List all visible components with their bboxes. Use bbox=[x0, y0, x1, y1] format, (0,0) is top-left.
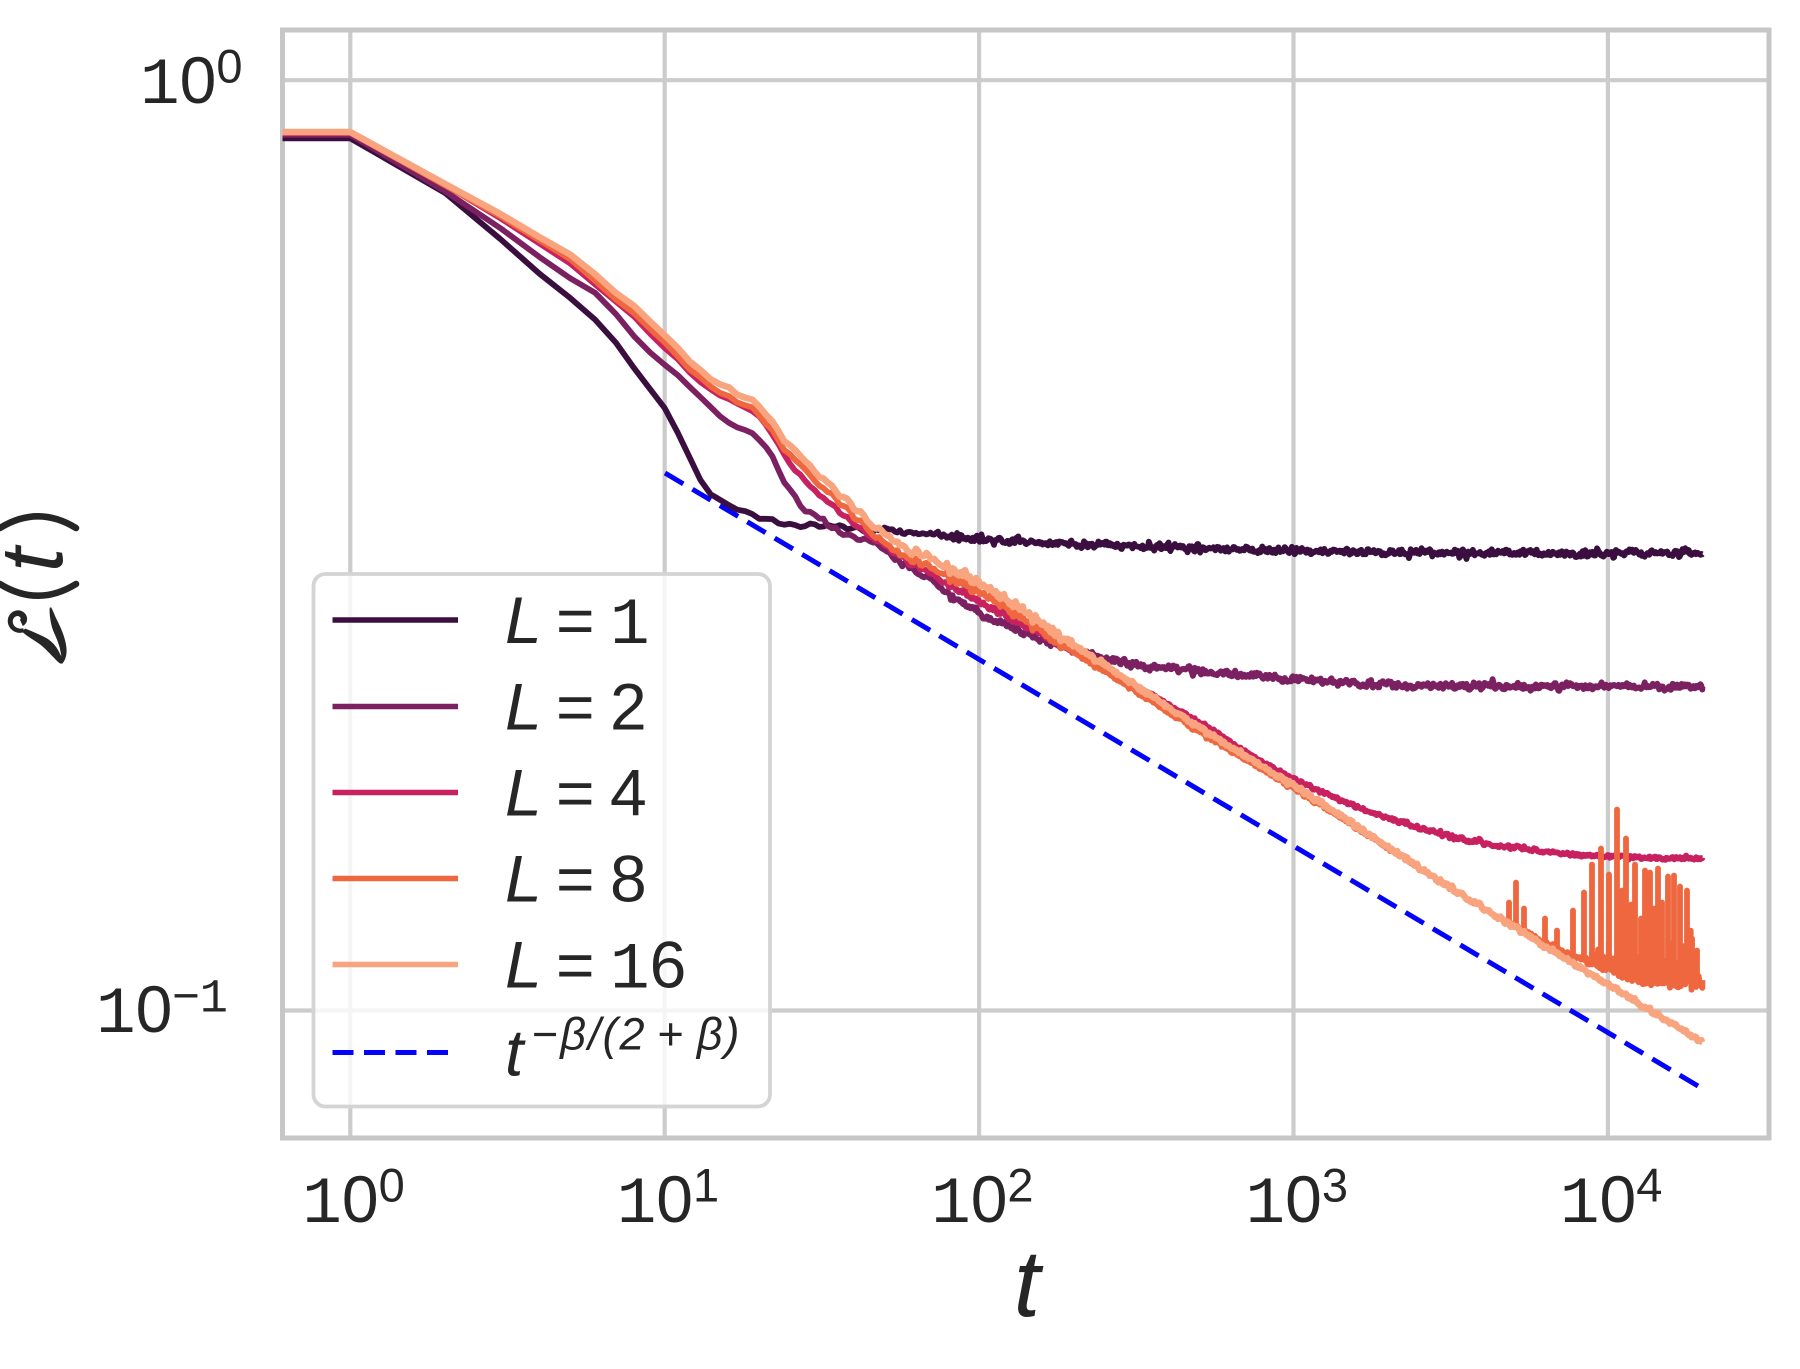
svg-text:L=16: L = 16 bbox=[505, 928, 686, 1008]
svg-text:L=8: L = 8 bbox=[505, 842, 647, 916]
svg-text:L=4: L = 4 bbox=[505, 756, 647, 830]
svg-text:101: 101 bbox=[617, 1159, 719, 1243]
svg-text:L=1: L = 1 bbox=[505, 583, 650, 663]
svg-text:t: t bbox=[1014, 1231, 1044, 1337]
svg-text:t: t bbox=[505, 1016, 526, 1090]
svg-text:−β/(2 + β): −β/(2 + β) bbox=[532, 1009, 742, 1060]
svg-text:L=2: L = 2 bbox=[505, 670, 647, 744]
svg-text:t: t bbox=[0, 544, 81, 572]
svg-text:100: 100 bbox=[140, 40, 242, 124]
